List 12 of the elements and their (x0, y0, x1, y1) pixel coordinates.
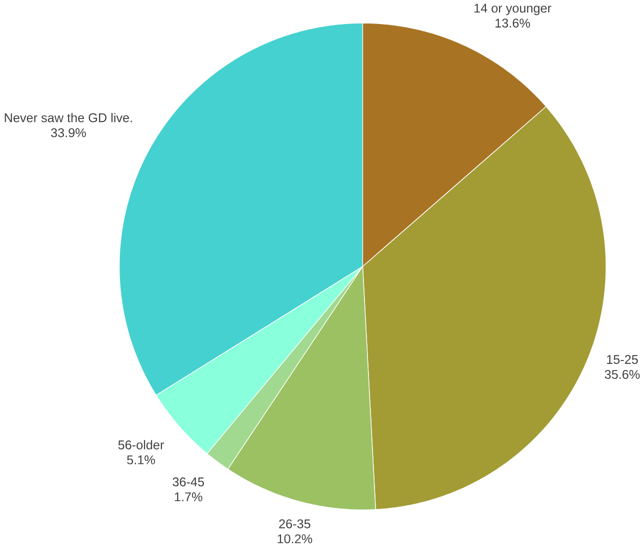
data-label: 10.2% (278, 534, 312, 544)
slice-label: 15-25 (607, 354, 638, 364)
data-label: 1.7% (174, 492, 202, 502)
data-label: 5.1% (127, 455, 155, 464)
slice-label: 36-45 (172, 477, 204, 486)
slice-label: 56-older (118, 440, 164, 450)
slice-label: 26-35 (279, 519, 310, 528)
slice-label: 14 or younger (474, 4, 552, 16)
data-label: 33.9% (51, 128, 86, 138)
data-label: 13.6% (496, 18, 530, 28)
slice-label: Never saw the GD live. (4, 112, 132, 122)
data-label: 35.6% (604, 370, 640, 379)
